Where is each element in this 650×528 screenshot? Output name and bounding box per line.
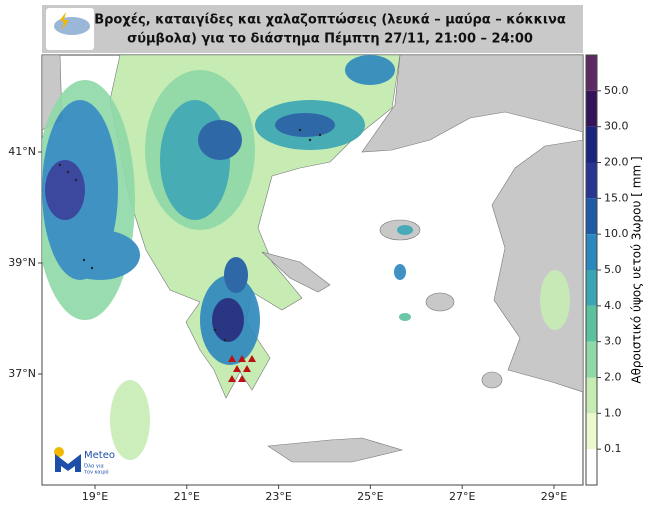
logo-slogan: Όλα για	[83, 463, 105, 470]
lon-tick-label: 29°E	[541, 490, 567, 503]
logo-name: Meteo	[84, 450, 115, 461]
lat-tick-label: 41°N	[8, 145, 36, 158]
land	[361, 55, 583, 153]
colorbar-tick-label: 4.0	[604, 299, 622, 312]
storm-symbols	[58, 128, 322, 342]
precipitation	[42, 55, 570, 460]
island	[481, 371, 503, 389]
map	[42, 55, 583, 463]
colorbar-tick-label: 5.0	[604, 263, 622, 276]
colorbar-label: Αθροιστικό ύψος υετού 3ωρου [ mm ]	[630, 156, 644, 383]
colorbar-tick-label: 30.0	[604, 120, 629, 133]
colorbar-segment	[586, 341, 597, 378]
colorbar-tick-label: 15.0	[604, 191, 629, 204]
colorbar-segment	[586, 126, 597, 163]
colorbar-tick-label: 0.1	[604, 442, 622, 455]
colorbar: 50.0 30.0 20.0 15.0 10.0 5.0 4.0 3.0 2.0 1.0 0.1	[585, 54, 629, 486]
colorbar-segment	[586, 234, 597, 270]
colorbar-segment	[586, 270, 597, 306]
colorbar-segment	[586, 90, 597, 127]
colorbar-segment	[586, 198, 597, 235]
colorbar-tick-label: 3.0	[604, 335, 622, 348]
lon-tick-label: 23°E	[265, 490, 291, 503]
logo-sun	[54, 447, 64, 457]
island	[267, 437, 404, 463]
title: Βροχές, καταιγίδες και χαλαζοπτώσεις (λε…	[94, 13, 566, 28]
title: σύμβολα) για το διάστημα Πέμπτη 27/11, 2…	[127, 32, 533, 47]
lon-tick-label: 21°E	[174, 490, 200, 503]
hail-symbols	[228, 355, 256, 382]
logo-slogan: τον καιρό	[84, 469, 109, 476]
lat-tick-label: 39°N	[8, 256, 36, 269]
lightning	[60, 12, 69, 30]
logo-mark	[55, 454, 81, 472]
title-box	[42, 5, 583, 53]
colorbar-tick-label: 10.0	[604, 227, 629, 240]
cloud	[54, 17, 90, 35]
lon-tick-label: 27°E	[449, 490, 475, 503]
colorbar-segment	[586, 377, 597, 414]
colorbar-segment	[586, 449, 597, 485]
colorbar-tick-label: 50.0	[604, 84, 629, 97]
colorbar-segment	[586, 305, 597, 342]
lon-ticks: 19°E 21°E 23°E 25°E 27°E 29°E	[82, 485, 567, 503]
colorbar-segment	[586, 162, 597, 199]
land	[491, 139, 583, 393]
lon-tick-label: 25°E	[357, 490, 383, 503]
colorbar-segment	[586, 413, 597, 450]
lat-tick-label: 37°N	[8, 367, 36, 380]
colorbar-segment	[586, 55, 597, 91]
colorbar-tick-label: 20.0	[604, 156, 629, 169]
lat-ticks: 41°N 39°N 37°N	[8, 145, 42, 380]
island	[261, 251, 331, 293]
lon-tick-label: 19°E	[82, 490, 108, 503]
colorbar-tick-label: 1.0	[604, 406, 622, 419]
colorbar-tick-label: 2.0	[604, 371, 622, 384]
island	[425, 292, 455, 312]
